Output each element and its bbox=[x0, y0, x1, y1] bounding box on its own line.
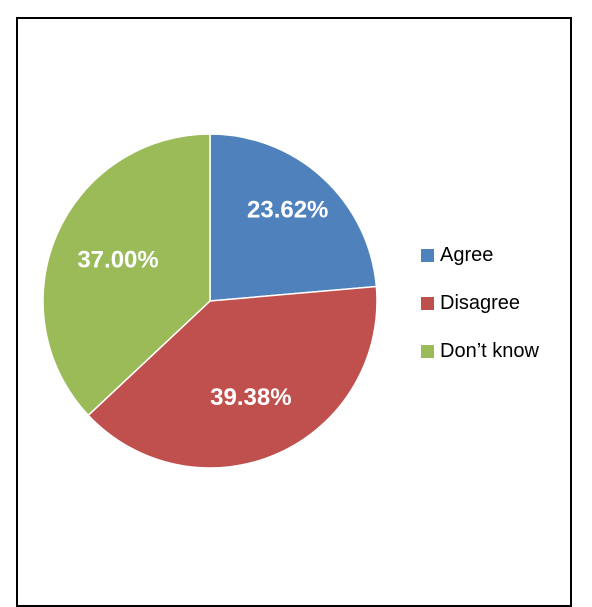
legend-swatch-dont-know bbox=[421, 344, 434, 358]
legend-swatch-disagree bbox=[421, 296, 434, 310]
chart-area: 23.62% 39.38% 37.00% Agree Disagree Don’t … bbox=[16, 17, 572, 607]
legend-item-disagree: Disagree bbox=[421, 291, 571, 315]
data-label-disagree: 39.38% bbox=[210, 384, 291, 411]
legend-label-disagree: Disagree bbox=[440, 291, 521, 314]
legend-item-dont-know: Don’t know bbox=[421, 339, 571, 363]
legend-label-agree: Agree bbox=[440, 243, 494, 266]
data-label-dont-know: 37.00% bbox=[77, 247, 158, 274]
pie-slice-dont-know bbox=[42, 133, 211, 417]
legend-swatch-agree bbox=[421, 248, 434, 262]
legend-item-agree: Agree bbox=[421, 243, 571, 267]
pie-slice-agree bbox=[209, 133, 378, 302]
pie-chart: 23.62% 39.38% 37.00% bbox=[42, 133, 378, 469]
legend-label-dont-know: Don’t know bbox=[440, 339, 539, 362]
pie-slice-disagree bbox=[87, 285, 378, 469]
data-label-agree: 23.62% bbox=[247, 196, 328, 223]
legend: Agree Disagree Don’t know bbox=[421, 243, 571, 387]
